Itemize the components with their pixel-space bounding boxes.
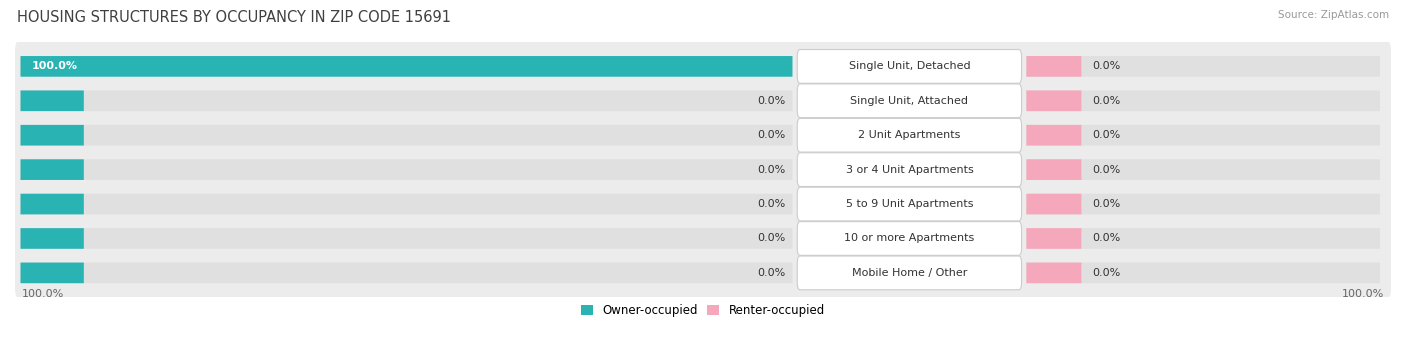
Text: 100.0%: 100.0%: [22, 289, 65, 299]
Text: 0.0%: 0.0%: [1092, 61, 1121, 71]
FancyBboxPatch shape: [1026, 263, 1081, 283]
FancyBboxPatch shape: [21, 194, 793, 214]
Text: 0.0%: 0.0%: [1092, 165, 1121, 175]
FancyBboxPatch shape: [21, 56, 793, 77]
Text: 0.0%: 0.0%: [1092, 130, 1121, 140]
Text: 10 or more Apartments: 10 or more Apartments: [844, 234, 974, 243]
FancyBboxPatch shape: [797, 84, 1022, 118]
FancyBboxPatch shape: [21, 194, 84, 214]
FancyBboxPatch shape: [1026, 228, 1381, 249]
Text: 0.0%: 0.0%: [758, 234, 786, 243]
FancyBboxPatch shape: [15, 179, 1391, 229]
FancyBboxPatch shape: [1026, 194, 1381, 214]
Text: 0.0%: 0.0%: [758, 268, 786, 278]
Text: 0.0%: 0.0%: [1092, 234, 1121, 243]
FancyBboxPatch shape: [797, 256, 1022, 290]
FancyBboxPatch shape: [21, 125, 84, 146]
FancyBboxPatch shape: [1026, 263, 1381, 283]
Text: 0.0%: 0.0%: [758, 199, 786, 209]
FancyBboxPatch shape: [1026, 194, 1081, 214]
FancyBboxPatch shape: [1026, 125, 1081, 146]
FancyBboxPatch shape: [21, 56, 793, 77]
Text: 2 Unit Apartments: 2 Unit Apartments: [858, 130, 960, 140]
FancyBboxPatch shape: [21, 263, 793, 283]
FancyBboxPatch shape: [797, 187, 1022, 221]
Text: 0.0%: 0.0%: [1092, 199, 1121, 209]
FancyBboxPatch shape: [1026, 228, 1081, 249]
Text: 100.0%: 100.0%: [31, 61, 77, 71]
FancyBboxPatch shape: [21, 159, 84, 180]
Text: Mobile Home / Other: Mobile Home / Other: [852, 268, 967, 278]
Text: 100.0%: 100.0%: [1341, 289, 1384, 299]
FancyBboxPatch shape: [797, 118, 1022, 152]
FancyBboxPatch shape: [15, 248, 1391, 298]
FancyBboxPatch shape: [797, 222, 1022, 255]
Legend: Owner-occupied, Renter-occupied: Owner-occupied, Renter-occupied: [576, 299, 830, 322]
FancyBboxPatch shape: [15, 75, 1391, 126]
Text: 0.0%: 0.0%: [1092, 96, 1121, 106]
Text: 0.0%: 0.0%: [758, 96, 786, 106]
Text: 0.0%: 0.0%: [758, 130, 786, 140]
Text: 0.0%: 0.0%: [1092, 268, 1121, 278]
Text: Source: ZipAtlas.com: Source: ZipAtlas.com: [1278, 10, 1389, 20]
Text: Single Unit, Detached: Single Unit, Detached: [849, 61, 970, 71]
FancyBboxPatch shape: [1026, 56, 1081, 77]
FancyBboxPatch shape: [1026, 159, 1081, 180]
FancyBboxPatch shape: [21, 90, 84, 111]
FancyBboxPatch shape: [21, 228, 84, 249]
Text: 0.0%: 0.0%: [758, 165, 786, 175]
Text: 5 to 9 Unit Apartments: 5 to 9 Unit Apartments: [845, 199, 973, 209]
FancyBboxPatch shape: [15, 110, 1391, 161]
FancyBboxPatch shape: [21, 263, 84, 283]
FancyBboxPatch shape: [15, 144, 1391, 195]
FancyBboxPatch shape: [21, 228, 793, 249]
FancyBboxPatch shape: [797, 153, 1022, 187]
Text: 3 or 4 Unit Apartments: 3 or 4 Unit Apartments: [845, 165, 973, 175]
FancyBboxPatch shape: [1026, 159, 1381, 180]
FancyBboxPatch shape: [21, 125, 793, 146]
FancyBboxPatch shape: [797, 49, 1022, 83]
FancyBboxPatch shape: [15, 41, 1391, 92]
FancyBboxPatch shape: [1026, 90, 1081, 111]
FancyBboxPatch shape: [1026, 90, 1381, 111]
FancyBboxPatch shape: [1026, 125, 1381, 146]
FancyBboxPatch shape: [15, 213, 1391, 264]
Text: Single Unit, Attached: Single Unit, Attached: [851, 96, 969, 106]
FancyBboxPatch shape: [21, 90, 793, 111]
Text: HOUSING STRUCTURES BY OCCUPANCY IN ZIP CODE 15691: HOUSING STRUCTURES BY OCCUPANCY IN ZIP C…: [17, 10, 451, 25]
FancyBboxPatch shape: [21, 159, 793, 180]
FancyBboxPatch shape: [1026, 56, 1381, 77]
